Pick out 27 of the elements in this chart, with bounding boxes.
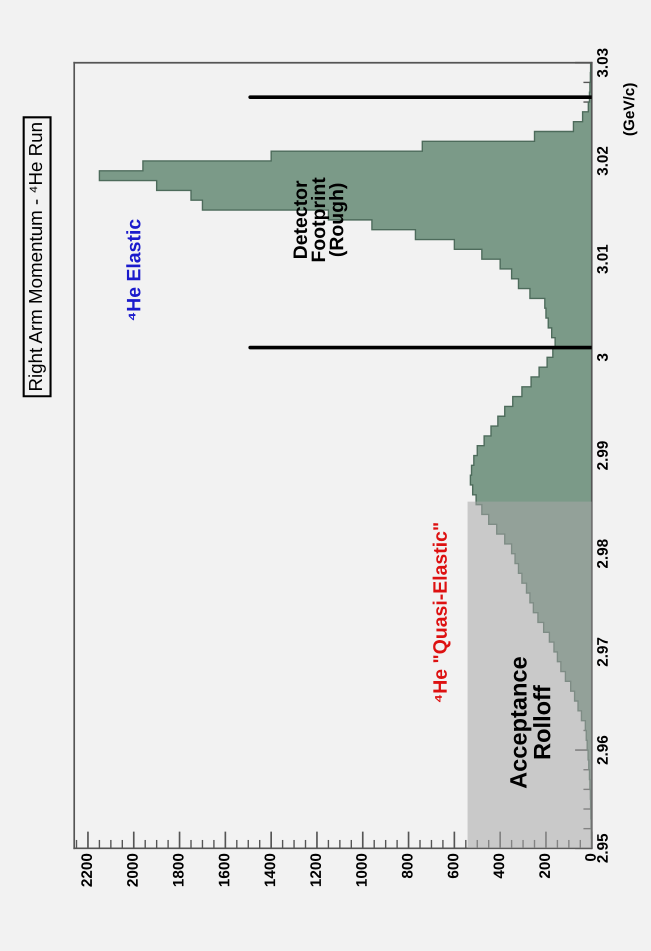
y-tick-label: 3.02 bbox=[597, 146, 608, 176]
annotation: ⁴He Elastic bbox=[126, 219, 141, 320]
x-tick-label: 200 bbox=[539, 854, 550, 878]
x-tick-label: 1800 bbox=[172, 854, 184, 886]
y-tick-label: 2.96 bbox=[597, 736, 608, 764]
band-label: Acceptance Rolloff bbox=[510, 657, 550, 788]
y-axis-title: (GeV/c) bbox=[623, 83, 638, 136]
x-tick-label: 1400 bbox=[264, 854, 276, 886]
y-tick-label: 3.03 bbox=[597, 48, 608, 78]
y-tick-label: 3.01 bbox=[597, 244, 608, 274]
x-tick-label: 400 bbox=[493, 854, 504, 878]
y-tick-label: 2.97 bbox=[597, 638, 608, 666]
y-tick-label: 3 bbox=[597, 354, 608, 362]
x-tick-label: 1000 bbox=[356, 854, 367, 886]
y-tick-label: 2.99 bbox=[597, 441, 608, 470]
x-tick-label: 600 bbox=[448, 854, 458, 878]
y-tick-label: 2.98 bbox=[597, 539, 608, 568]
x-tick-label: 2000 bbox=[127, 854, 138, 887]
x-tick-label: 2200 bbox=[81, 854, 92, 887]
annotation: ⁴He "Quasi-Elastic" bbox=[432, 523, 451, 702]
y-tick-label: 2.95 bbox=[597, 834, 608, 863]
x-tick-label: 1600 bbox=[218, 854, 230, 886]
annotation: Detector Footprint (Rough) bbox=[294, 177, 348, 262]
text: Right Arm Momentum - ⁴He Run bbox=[28, 123, 46, 390]
x-tick-label: 1200 bbox=[310, 854, 322, 886]
x-tick-label: 0 bbox=[585, 854, 596, 862]
x-tick-label: 800 bbox=[402, 854, 413, 878]
